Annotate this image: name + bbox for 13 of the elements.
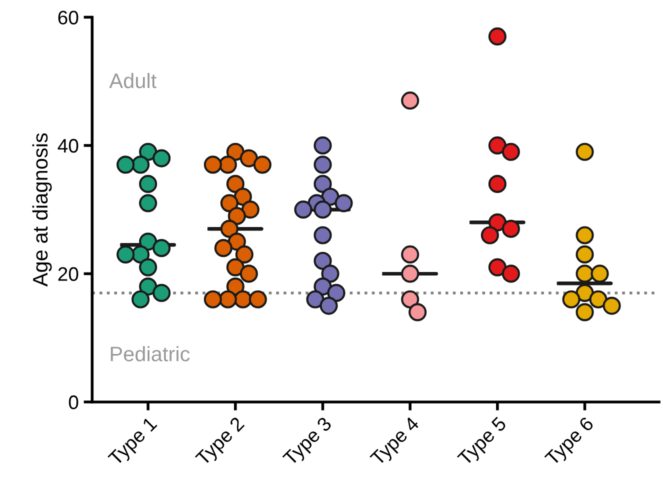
annotation: Adult: [109, 72, 156, 88]
y-tick-label: 60: [58, 10, 78, 24]
x-tick-label: Type 4: [370, 416, 423, 469]
x-tick-label: Type 5: [456, 416, 510, 469]
y-axis-title: Age at diagnosis: [32, 133, 52, 287]
annotation: Pediatric: [110, 346, 190, 362]
y-tick-label: 20: [58, 267, 78, 281]
x-tick-label: Type 1: [108, 416, 160, 469]
y-tick-label: 0: [68, 395, 78, 410]
x-tick-label: Type 6: [544, 416, 597, 469]
x-tick-label: Type 3: [282, 416, 335, 469]
y-tick-label: 40: [58, 138, 78, 153]
x-tick-label: Type 2: [194, 416, 248, 469]
